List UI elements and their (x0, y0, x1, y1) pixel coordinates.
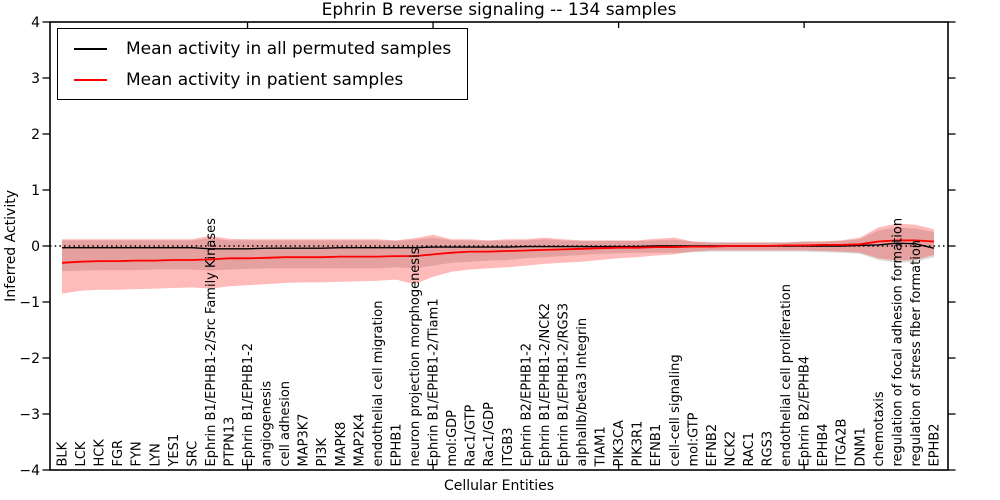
x-category-label: Ephrin B1/EPHB1-2 (241, 343, 256, 467)
x-category-label: PI3K (315, 438, 330, 467)
x-category-label: EPHB2 (928, 423, 943, 466)
legend-item-permuted: Mean activity in all permuted samples (74, 33, 451, 64)
x-category-label: Ephrin B1/EPHB1-2/NCK2 (538, 303, 553, 467)
x-category-label: Ephrin B1/EPHB1-2/Src Family Kinases (204, 218, 219, 467)
y-tick-label: −3 (19, 407, 40, 423)
y-tick-label: 2 (31, 127, 40, 143)
x-category-label: LYN (148, 443, 163, 466)
x-category-label: PIK3CA (612, 420, 627, 467)
x-category-label: RGS3 (761, 431, 776, 467)
x-category-label: Ephrin B2/EPHB4 (798, 356, 813, 467)
x-category-label: cell adhesion (278, 381, 293, 467)
x-category-label: endothelial cell migration (371, 301, 386, 467)
patient-line-swatch (74, 78, 107, 81)
y-tick-label: −2 (19, 351, 40, 367)
x-category-label: neuron projection morphogenesis (408, 247, 423, 466)
x-category-label: Ephrin B1/EPHB1-2/Tiam1 (427, 298, 442, 466)
x-category-label: chemotaxis (872, 391, 887, 466)
x-category-label: TIAM1 (594, 426, 609, 467)
y-axis-label: Inferred Activity (3, 190, 19, 302)
x-category-label: angiogenesis (260, 381, 275, 467)
x-category-label: NCK2 (723, 431, 738, 467)
x-category-label: BLK (56, 441, 71, 466)
x-category-label: DNM1 (853, 427, 868, 466)
x-category-label: FGR (111, 440, 126, 467)
x-category-label: RAC1 (742, 432, 757, 467)
x-category-label: alphaIIb/beta3 Integrin (575, 318, 590, 467)
y-tick-label: 4 (31, 15, 40, 31)
x-category-label: FYN (130, 441, 145, 466)
x-category-label: regulation of stress fiber formation (909, 240, 924, 467)
chart-title: Ephrin B reverse signaling -- 134 sample… (321, 0, 677, 20)
x-category-label: MAPK8 (334, 422, 349, 467)
legend-item-patient: Mean activity in patient samples (74, 64, 451, 95)
permuted-line-swatch (74, 47, 107, 50)
y-tick-label: 3 (31, 71, 40, 87)
y-tick-label: −4 (19, 463, 40, 479)
y-tick-label: 1 (31, 183, 40, 199)
x-category-label: YES1 (167, 434, 182, 468)
x-category-label: EFNB1 (649, 424, 664, 467)
x-category-label: MAP2K4 (352, 413, 367, 466)
patient-mean-line (61, 239, 935, 264)
legend-label-patient: Mean activity in patient samples (126, 69, 404, 90)
x-category-label: endothelial cell proliferation (779, 284, 794, 467)
x-category-label: Ephrin B1/EPHB1-2/RGS3 (556, 303, 571, 467)
x-category-label: PTPN13 (222, 417, 237, 467)
x-category-label: Rac1/GTP (464, 404, 479, 466)
legend-label-permuted: Mean activity in all permuted samples (126, 38, 452, 59)
x-category-label: Rac1/GDP (482, 402, 497, 467)
y-axis-label-wrap: Inferred Activity (0, 22, 22, 470)
x-category-label: PIK3R1 (631, 421, 646, 467)
x-category-label: mol:GTP (686, 412, 701, 466)
x-category-label: EFNB2 (705, 424, 720, 467)
x-category-label: EPHB4 (816, 423, 831, 466)
x-category-label: EPHB1 (389, 423, 404, 466)
y-tick-label: 0 (31, 239, 40, 255)
x-category-label: MAP3K7 (297, 413, 312, 466)
x-category-label: ITGB3 (501, 427, 516, 466)
x-axis-label: Cellular Entities (443, 478, 555, 494)
x-category-label: HCK (93, 439, 108, 467)
x-category-label: ITGA2B (835, 419, 850, 467)
x-category-label: LCK (74, 441, 89, 466)
y-tick-label: −1 (19, 295, 40, 311)
legend: Mean activity in all permuted samples Me… (57, 28, 469, 100)
patient-band (62, 223, 934, 294)
permuted-band (62, 227, 934, 272)
x-category-label: cell-cell signaling (668, 354, 683, 466)
x-category-label: SRC (185, 441, 200, 467)
x-category-label: regulation of focal adhesion formation (890, 218, 905, 467)
x-category-label: Ephrin B2/EPHB1-2 (519, 343, 534, 467)
x-category-label: mol:GDP (445, 410, 460, 467)
